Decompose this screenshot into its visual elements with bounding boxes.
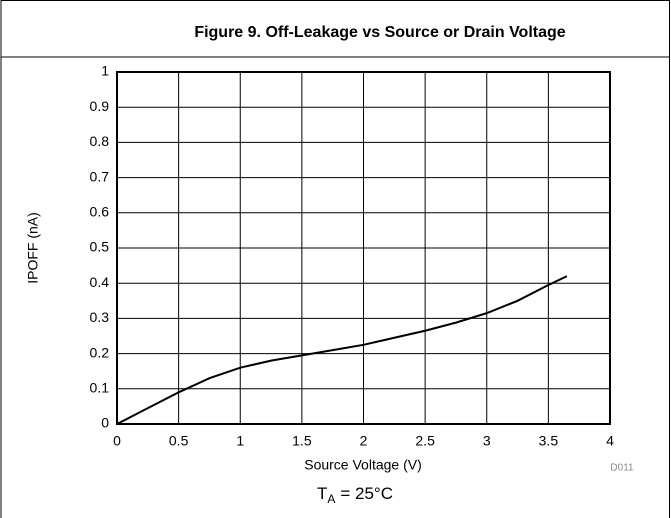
condition: TA = 25°C [317, 484, 393, 506]
y-tick-label: 0.7 [90, 168, 110, 184]
y-tick-label: 0.6 [90, 204, 110, 220]
y-tick-label: 0.5 [90, 239, 110, 255]
y-tick-label: 0.8 [90, 133, 110, 149]
x-tick-label: 1 [236, 433, 244, 449]
x-tick-label: 3 [483, 433, 491, 449]
condition-symbol: T [317, 484, 327, 503]
x-tick-label: 0.5 [169, 433, 189, 449]
condition-subscript: A [327, 492, 335, 506]
y-axis-label: IPOFF (nA) [25, 212, 41, 284]
y-tick-label: 0.3 [90, 309, 110, 325]
x-tick-label: 2 [360, 433, 368, 449]
y-tick-label: 0.9 [90, 98, 110, 114]
curve [116, 275, 568, 425]
chart-title: Figure 9. Off-Leakage vs Source or Drain… [194, 24, 565, 41]
x-tick-label: 4 [606, 433, 614, 449]
plot-border [116, 71, 611, 425]
y-tick-label: 0 [101, 415, 109, 431]
y-tick-label: 0.1 [90, 380, 110, 396]
x-axis-label: Source Voltage (V) [304, 457, 422, 473]
x-tick-label: 2.5 [415, 433, 435, 449]
figure-code: D011 [610, 463, 634, 474]
x-tick-label: 0 [113, 433, 121, 449]
y-tick-label: 0.2 [90, 344, 110, 360]
condition-text: = 25°C [340, 484, 393, 503]
x-tick-label: 3.5 [539, 433, 559, 449]
x-tick-label: 1.5 [292, 433, 312, 449]
y-tick-label: 1 [101, 63, 109, 79]
y-tick-label: 0.4 [90, 274, 110, 290]
